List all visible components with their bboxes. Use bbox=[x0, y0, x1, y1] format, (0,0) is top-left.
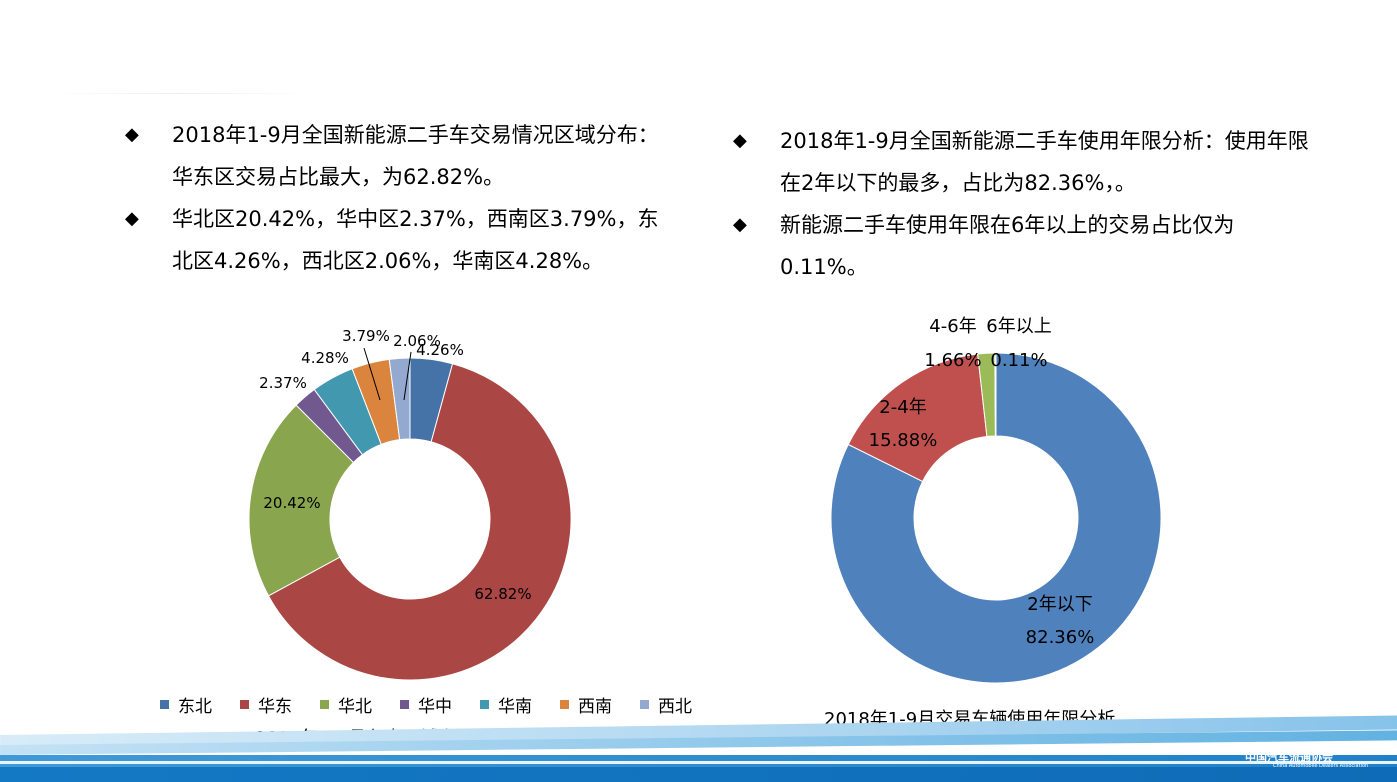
bullet-item: ◆ 华北区20.42%，华中区2.37%，西南区3.79%，东北区4.26%，西北… bbox=[125, 198, 670, 282]
data-label: 3.79% bbox=[342, 327, 390, 345]
category-label: 4-6年 bbox=[929, 316, 976, 337]
bullet-item: ◆ 2018年1-9月全国新能源二手车使用年限分析：使用年限在2年以下的最多，占比… bbox=[733, 120, 1313, 204]
data-label: 4.28% bbox=[301, 349, 349, 367]
bullet-text: 华北区20.42%，华中区2.37%，西南区3.79%，东北区4.26%，西北区… bbox=[172, 207, 659, 273]
slice-华东 bbox=[267, 363, 572, 681]
data-label: 2.06% bbox=[393, 332, 441, 350]
slice-2年以下 bbox=[830, 352, 1162, 684]
legend-swatch bbox=[400, 700, 409, 709]
logo-subtext: China Automobile Dealers Association bbox=[1273, 763, 1369, 769]
footer-banner bbox=[0, 715, 1397, 782]
data-label: 62.82% bbox=[474, 585, 531, 603]
data-label: 2.37% bbox=[259, 374, 307, 392]
legend-item: 华北 bbox=[320, 692, 372, 717]
leader-line bbox=[363, 347, 381, 401]
legend-swatch bbox=[480, 700, 489, 709]
legend-item: 华中 bbox=[400, 692, 452, 717]
bullet-text: 2018年1-9月全国新能源二手车交易情况区域分布：华东区交易占比最大，为62.… bbox=[172, 123, 659, 189]
legend-label: 西南 bbox=[578, 697, 612, 717]
legend-item: 西北 bbox=[640, 692, 692, 717]
bullet-item: ◆ 2018年1-9月全国新能源二手车交易情况区域分布：华东区交易占比最大，为62… bbox=[125, 114, 670, 198]
legend-swatch bbox=[160, 700, 169, 709]
legend-swatch bbox=[560, 700, 569, 709]
data-label: 4.26% bbox=[416, 341, 464, 359]
bullet-text: 2018年1-9月全国新能源二手车使用年限分析：使用年限在2年以下的最多，占比为… bbox=[780, 129, 1309, 195]
data-label: 1.66% bbox=[924, 350, 981, 371]
data-label: 20.42% bbox=[263, 494, 320, 512]
legend-label: 华北 bbox=[338, 697, 372, 717]
legend-label: 西北 bbox=[658, 697, 692, 717]
divider bbox=[50, 93, 310, 94]
category-label: 2年以下 bbox=[1027, 594, 1092, 615]
legend-item: 华南 bbox=[480, 692, 532, 717]
slice-6年以上 bbox=[994, 352, 997, 437]
data-label: 0.11% bbox=[990, 350, 1047, 371]
legend-label: 东北 bbox=[178, 697, 212, 717]
legend-swatch bbox=[320, 700, 329, 709]
right-bullets: ◆ 2018年1-9月全国新能源二手车使用年限分析：使用年限在2年以下的最多，占比… bbox=[733, 120, 1313, 288]
logo-text: 中国汽车流通协会 bbox=[1245, 751, 1333, 764]
leader-line bbox=[403, 351, 412, 401]
diamond-icon: ◆ bbox=[733, 214, 747, 235]
legend-label: 华南 bbox=[498, 697, 532, 717]
legend-swatch bbox=[640, 700, 649, 709]
category-label: 2-4年 bbox=[879, 397, 926, 418]
slice-2-4年 bbox=[847, 353, 988, 483]
legend-item: 西南 bbox=[560, 692, 612, 717]
diamond-icon: ◆ bbox=[125, 208, 139, 229]
slice-华北 bbox=[248, 404, 355, 597]
legend-item: 华东 bbox=[240, 692, 292, 717]
legend-swatch bbox=[240, 700, 249, 709]
diamond-icon: ◆ bbox=[733, 130, 747, 151]
bullet-text: 新能源二手车使用年限在6年以上的交易占比仅为0.11%。 bbox=[780, 213, 1235, 279]
category-label: 6年以上 bbox=[986, 316, 1051, 337]
legend: 东北 华东 华北 华中 华南 西南 西北 bbox=[160, 692, 720, 717]
diamond-icon: ◆ bbox=[125, 124, 139, 145]
legend-label: 华中 bbox=[418, 697, 452, 717]
legend-item: 东北 bbox=[160, 692, 212, 717]
legend-label: 华东 bbox=[258, 697, 292, 717]
data-label: 15.88% bbox=[869, 430, 938, 451]
association-logo: 中国汽车流通协会 China Automobile Dealers Associ… bbox=[1245, 752, 1368, 769]
slice-西北 bbox=[388, 357, 411, 441]
data-label: 82.36% bbox=[1026, 627, 1095, 648]
bullet-item: ◆ 新能源二手车使用年限在6年以上的交易占比仅为0.11%。 bbox=[733, 204, 1313, 288]
left-bullets: ◆ 2018年1-9月全国新能源二手车交易情况区域分布：华东区交易占比最大，为62… bbox=[125, 114, 670, 282]
